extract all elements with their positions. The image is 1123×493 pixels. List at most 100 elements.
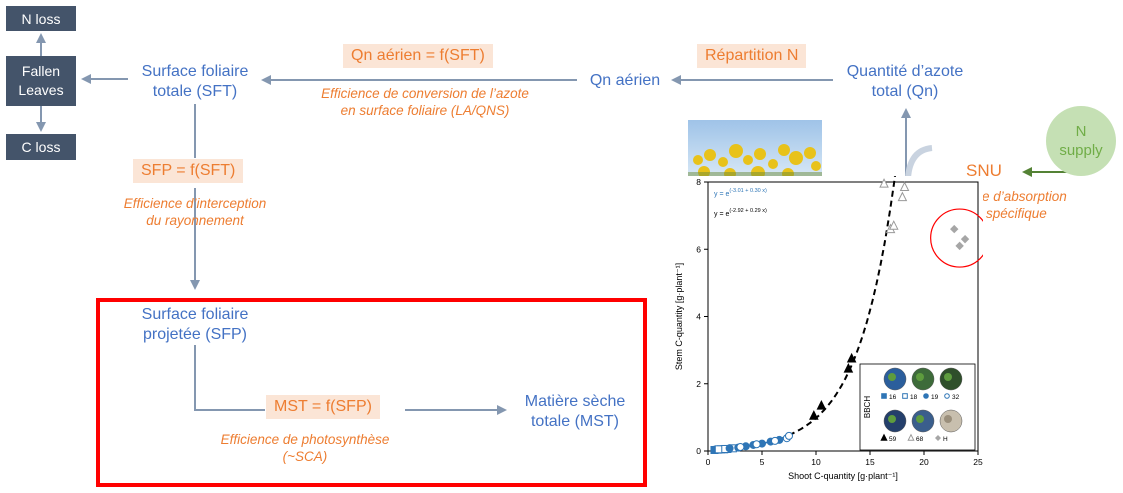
formula-repartition: Répartition N <box>697 44 807 68</box>
fit-curve <box>788 84 907 436</box>
legend-plant-leaf <box>916 415 924 423</box>
note-interception: Efficience d’interception du rayonnement <box>95 195 295 229</box>
legend-label-h: H <box>943 436 948 443</box>
legend-marker-59 <box>880 433 888 441</box>
legend-marker-68 <box>907 433 915 441</box>
legend-plant-leaf <box>888 415 896 423</box>
node-mst-line1: Matière sèche <box>524 393 626 410</box>
node-qn-total: Quantité d’azote total (Qn) <box>830 62 980 102</box>
node-sft-line1: Surface foliaire <box>141 63 249 80</box>
data-point-68 <box>899 181 910 192</box>
n-loss-box: N loss <box>6 6 76 31</box>
note-interception-line1: Efficience d’interception <box>123 196 267 211</box>
legend-marker-16 <box>881 393 887 399</box>
fallen-leaves-label-2: Leaves <box>18 82 64 98</box>
node-qn-aerien-label: Qn aérien <box>589 72 661 89</box>
y-tick-label: 8 <box>696 177 701 187</box>
y-tick-label: 0 <box>696 446 701 456</box>
legend-label-18: 18 <box>910 394 918 401</box>
fit-equation: y = e(-3.01 + 0.30 x) <box>714 188 767 198</box>
n-supply-circle: N supply <box>1046 106 1116 176</box>
data-point-h <box>950 224 959 234</box>
data-point-32 <box>752 440 761 449</box>
data-point-59 <box>843 363 854 373</box>
data-point-59 <box>816 399 827 410</box>
formula-mst: MST = f(SFP) <box>266 395 380 419</box>
legend-title: BBCH <box>863 396 872 418</box>
note-conversion-line1: Efficience de conversion de l’azote <box>321 86 529 101</box>
data-point-32 <box>770 436 779 445</box>
uptake-swirl <box>905 145 933 179</box>
fallen-leaves-box: Fallen Leaves <box>6 56 76 106</box>
note-conversion-line2: en surface foliaire (LA/QNS) <box>340 103 510 118</box>
data-point-68 <box>879 178 889 188</box>
note-absorption-line2: spécifique <box>986 206 1047 221</box>
data-point-68 <box>897 191 908 202</box>
x-tick-label: 25 <box>973 457 983 467</box>
data-point-68 <box>888 220 899 230</box>
x-tick-label: 20 <box>919 457 929 467</box>
x-tick-label: 10 <box>811 457 821 467</box>
x-tick-label: 15 <box>865 457 875 467</box>
node-qn-aerien: Qn aérien <box>575 71 675 91</box>
note-absorption: e d’absorption spécifique <box>982 188 1082 222</box>
note-photosynthesis-line1: Efficience de photosynthèse <box>220 432 390 447</box>
x-tick-label: 0 <box>706 457 711 467</box>
node-sfp-line2: projetée (SFP) <box>142 326 248 343</box>
data-point-19 <box>725 444 734 453</box>
legend-plant-leaf <box>944 415 952 423</box>
data-point-59 <box>809 410 819 420</box>
formula-qn-aerien: Qn aérien = f(SFT) <box>343 44 493 68</box>
legend-label-68: 68 <box>916 436 924 443</box>
rapeseed-photo <box>688 120 822 178</box>
node-sfp-line1: Surface foliaire <box>141 306 249 323</box>
c-loss-box: C loss <box>6 134 76 160</box>
legend-plant-leaf <box>916 373 924 381</box>
legend-marker-h <box>934 434 942 442</box>
y-tick-label: 6 <box>696 244 701 254</box>
node-sft: Surface foliaire totale (SFT) <box>120 62 270 102</box>
highlight-circle <box>930 208 990 268</box>
x-tick-label: 5 <box>760 457 765 467</box>
legend-plant-leaf <box>944 373 952 381</box>
snu-label: SNU <box>966 161 1002 180</box>
note-conversion: Efficience de conversion de l’azote en s… <box>280 85 570 119</box>
highlight-frame <box>96 298 647 487</box>
line-sfp-to-mst <box>194 345 265 411</box>
note-interception-line2: du rayonnement <box>146 213 244 228</box>
node-qn-total-line1: Quantité d’azote <box>846 63 964 80</box>
x-axis-label: Shoot C-quantity [g·plant⁻¹] <box>788 471 898 481</box>
y-axis-label: Stem C-quantity [g·plant⁻¹] <box>674 263 684 370</box>
chart-panel: 0 5 10 15 20 25 0 2 4 6 8 Shoot C-quantity [g·plant… <box>672 84 990 488</box>
formula-sfp: SFP = f(SFT) <box>133 159 244 183</box>
fit-equation: y = e(-2.92 + 0.29 x) <box>714 208 767 218</box>
node-qn-total-line2: total (Qn) <box>871 83 939 100</box>
legend-label-16: 16 <box>889 394 897 401</box>
note-absorption-line1: e d’absorption <box>982 189 1067 204</box>
y-tick-label: 2 <box>696 379 701 389</box>
note-photosynthesis-line2: (~SCA) <box>282 449 328 464</box>
n-loss-label: N loss <box>21 10 61 27</box>
legend-marker-18 <box>902 393 908 399</box>
legend-label-19: 19 <box>931 394 939 401</box>
n-supply-line2: supply <box>1059 142 1103 159</box>
data-point-32 <box>785 431 793 440</box>
data-point-18 <box>714 445 723 454</box>
y-tick-label: 4 <box>696 312 701 322</box>
c-loss-label: C loss <box>21 139 61 155</box>
legend-label-59: 59 <box>889 436 897 443</box>
note-photosynthesis: Efficience de photosynthèse (~SCA) <box>215 431 395 465</box>
data-point-59 <box>846 352 857 363</box>
node-sft-line2: totale (SFT) <box>152 83 238 100</box>
data-point-h <box>960 234 970 244</box>
legend-label-32: 32 <box>952 394 960 401</box>
node-sfp: Surface foliaire projetée (SFP) <box>120 305 270 345</box>
node-mst: Matière sèche totale (MST) <box>505 392 645 432</box>
fallen-leaves-label-1: Fallen <box>21 63 61 79</box>
data-point-32 <box>736 442 745 451</box>
legend-plant-leaf <box>888 373 896 381</box>
n-supply-line1: N <box>1075 123 1087 140</box>
legend-marker-19 <box>923 393 929 399</box>
legend-marker-32 <box>944 393 950 399</box>
